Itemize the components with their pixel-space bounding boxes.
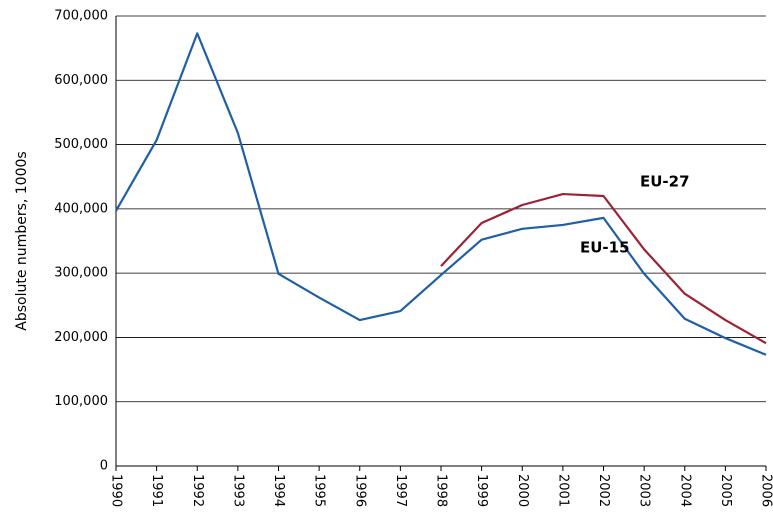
x-tick-label: 2000 [515, 474, 530, 507]
x-tick-label: 1995 [312, 474, 327, 507]
y-tick-label: 500,000 [54, 137, 108, 152]
y-tick-label: 300,000 [54, 266, 108, 281]
y-axis-title: Absolute numbers, 1000s [14, 151, 30, 330]
y-tick-label: 200,000 [54, 330, 108, 345]
series-label: EU-15 [580, 239, 630, 257]
series-label: EU-27 [640, 173, 690, 191]
x-tick-label: 2002 [596, 474, 611, 507]
x-tick-label: 2005 [718, 474, 733, 507]
y-tick-label: 0 [100, 459, 108, 474]
x-tick-label: 2004 [677, 474, 692, 507]
x-tick-label: 1996 [352, 474, 367, 507]
series-line [440, 192, 767, 345]
y-tick-label: 100,000 [54, 394, 108, 409]
x-tick-label: 1994 [271, 474, 286, 507]
x-tick-label: 1992 [190, 474, 205, 507]
x-tick-label: 2003 [637, 474, 652, 507]
y-tick-label: 400,000 [54, 201, 108, 216]
x-tick-label: 1997 [393, 474, 408, 507]
x-tick-label: 1998 [434, 474, 449, 507]
y-tick-label: 600,000 [54, 73, 108, 88]
y-tick-label: 700,000 [54, 9, 108, 24]
x-tick-label: 1991 [149, 474, 164, 507]
x-tick-label: 2001 [555, 474, 570, 507]
x-tick-label: 2006 [759, 474, 773, 507]
x-tick-label: 1993 [230, 474, 245, 507]
x-tick-label: 1999 [474, 474, 489, 507]
series-line [115, 32, 767, 356]
x-tick-label: 1990 [109, 474, 124, 507]
